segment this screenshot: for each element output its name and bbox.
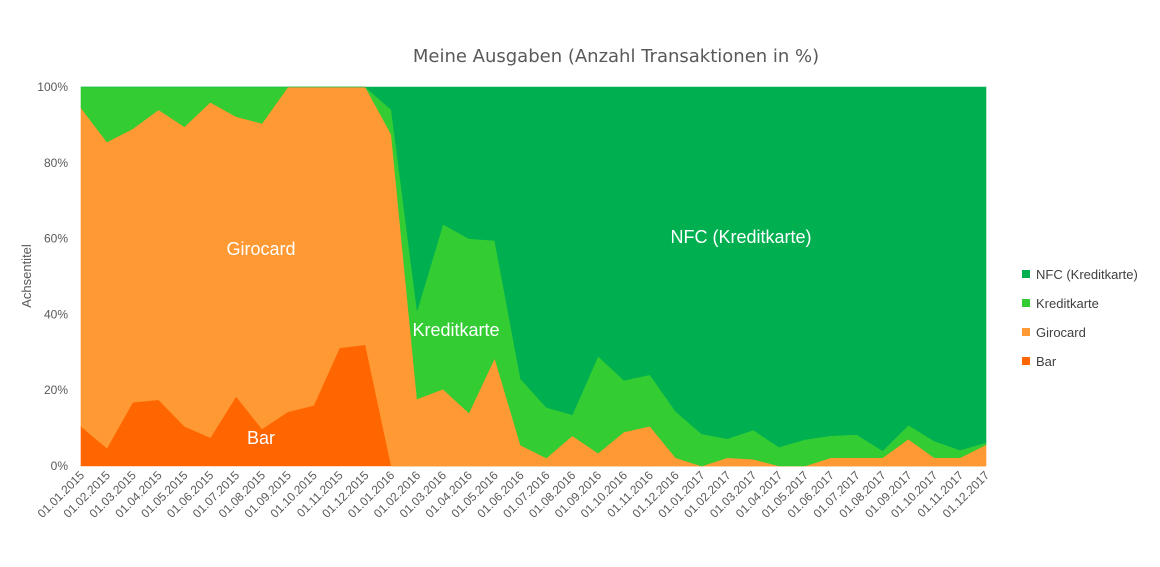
area-label-girocard: Girocard xyxy=(226,239,295,259)
area-label-bar: Bar xyxy=(247,428,275,448)
y-tick-label: 100% xyxy=(37,80,68,94)
chart-title: Meine Ausgaben (Anzahl Transaktionen in … xyxy=(413,46,819,67)
y-tick-label: 40% xyxy=(44,307,68,321)
area-label-nfc-kreditkarte: NFC (Kreditkarte) xyxy=(670,227,811,247)
area-nfc-kreditkarte xyxy=(81,86,987,452)
legend: NFC (Kreditkarte) Kreditkarte Girocard Bar xyxy=(1022,267,1138,369)
y-tick-label: 60% xyxy=(44,232,68,246)
y-axis: 0% 20% 40% 60% 80% 100% xyxy=(37,80,68,473)
plot-area xyxy=(80,86,987,467)
area-label-kreditkarte: Kreditkarte xyxy=(412,320,499,340)
legend-swatch-bar xyxy=(1022,357,1030,365)
area-labels: Bar Girocard Kreditkarte NFC (Kreditkarte) xyxy=(226,227,811,448)
legend-swatch-nfc-kreditkarte xyxy=(1022,270,1030,278)
legend-label-bar: Bar xyxy=(1036,354,1057,369)
legend-label-nfc-kreditkarte: NFC (Kreditkarte) xyxy=(1036,267,1138,282)
legend-swatch-girocard xyxy=(1022,328,1030,336)
legend-swatch-kreditkarte xyxy=(1022,299,1030,307)
y-tick-label: 20% xyxy=(44,383,68,397)
y-tick-label: 0% xyxy=(51,459,69,473)
y-tick-label: 80% xyxy=(44,156,68,170)
x-axis: 01.01.201501.02.201501.03.201501.04.2015… xyxy=(35,468,993,521)
y-axis-title: Achsentitel xyxy=(19,244,34,308)
legend-label-kreditkarte: Kreditkarte xyxy=(1036,296,1099,311)
legend-label-girocard: Girocard xyxy=(1036,325,1086,340)
